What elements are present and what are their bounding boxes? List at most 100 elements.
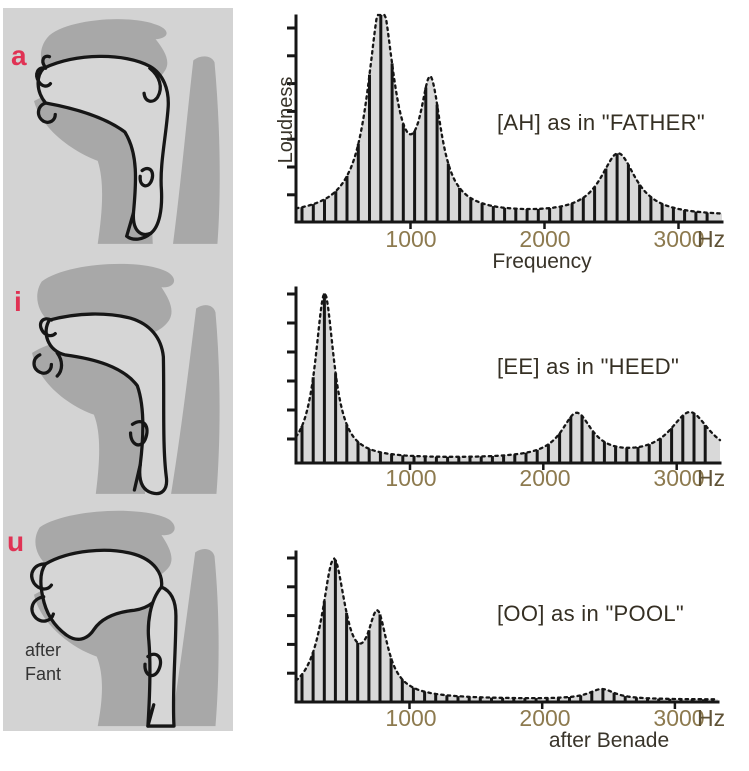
upper-lip-line [38, 317, 57, 338]
harmonic-bar [458, 187, 462, 222]
harmonic-bar [469, 198, 473, 222]
epiglottis-line [143, 652, 163, 678]
xtick-1000-oo: 1000 [385, 705, 437, 731]
xtick-2000-oo: 2000 [519, 705, 571, 731]
vowel-label-u: u [7, 526, 25, 557]
harmonic-bar [503, 207, 507, 222]
harmonic-bar [345, 612, 349, 702]
harmonic-bar [634, 697, 638, 702]
harmonic-bar [311, 377, 315, 463]
xtick-1000-ah: 1000 [385, 226, 437, 252]
harmonic-bar [683, 210, 687, 222]
harmonic-bar [401, 455, 405, 463]
harmonic-bar [401, 123, 405, 222]
harmonic-bar [601, 689, 605, 702]
xtick-3000-ee: 3000 [653, 465, 705, 491]
harmonic-bar [705, 212, 709, 222]
credit-line-1: after [25, 640, 62, 660]
harmonic-bar [649, 197, 653, 222]
harmonic-bar [300, 426, 304, 463]
harmonic-bar [378, 452, 382, 463]
harmonic-bar [623, 696, 627, 702]
larynx-line [146, 703, 156, 728]
harmonic-bar [658, 438, 662, 463]
harmonic-bar [514, 208, 518, 222]
harmonic-bar [356, 642, 360, 702]
harmonic-bar [435, 104, 439, 222]
harmonic-bar [569, 416, 573, 463]
harmonic-bar [615, 153, 619, 222]
harmonic-bar [378, 614, 382, 702]
harmonic-bar [457, 456, 461, 463]
harmonic-bar [423, 691, 427, 702]
harmonic-bar [636, 447, 640, 463]
xtick-2000-ee: 2000 [519, 465, 571, 491]
harmonic-bar [379, 15, 383, 222]
harmonic-bar [626, 164, 630, 222]
harmonic-bar [657, 698, 661, 702]
harmonic-bar [412, 456, 416, 463]
harmonic-bar [638, 184, 642, 222]
harmonic-bar [692, 413, 696, 463]
harmonic-bar [390, 454, 394, 463]
harmonic-bar [356, 144, 360, 222]
harmonic-bar [570, 203, 574, 222]
harmonic-bar [534, 698, 538, 702]
harmonic-bar [479, 456, 483, 463]
harmonic-bar [446, 163, 450, 222]
harmonic-bar [367, 630, 371, 702]
harmonic-bar [647, 444, 651, 463]
credit-fant: after Fant [25, 638, 61, 687]
pharynx-outline [146, 585, 178, 728]
harmonic-bar [456, 696, 460, 702]
harmonic-bar [523, 698, 527, 702]
harmonic-bar [559, 206, 563, 222]
harmonic-bar [525, 209, 529, 222]
harmonic-bar [545, 698, 549, 702]
vocal-tract-diagram-i [32, 263, 220, 496]
harmonic-bar [501, 697, 505, 702]
harmonic-bar [671, 207, 675, 222]
vocal-tract-diagram-a [34, 19, 220, 244]
harmonic-bar [593, 186, 597, 222]
x-axis-label-frequency: Frequency [492, 250, 592, 273]
harmonic-bar [300, 207, 304, 222]
harmonic-bar [411, 687, 415, 702]
harmonic-bar [660, 203, 664, 222]
harmonic-bar [581, 197, 585, 222]
harmonic-bar [602, 441, 606, 463]
xtick-3000-ah: 3000 [653, 226, 705, 252]
harmonic-bar [548, 208, 552, 222]
harmonic-bar [311, 204, 315, 222]
velum-line [142, 66, 162, 103]
vowel-label-i: i [14, 286, 22, 317]
spine-mass [173, 56, 220, 244]
spectrum-ah [287, 13, 724, 229]
harmonic-bar [703, 425, 707, 463]
xtick-3000-oo: 3000 [653, 705, 705, 731]
envelope-curve [294, 13, 724, 215]
harmonic-bar [423, 456, 427, 463]
axes [294, 550, 720, 704]
front-cavity-outline [39, 548, 164, 641]
harmonic-bar [467, 696, 471, 702]
harmonic-bar [446, 456, 450, 463]
vocal-tract-panel [3, 8, 233, 731]
epiglottis-line [138, 166, 155, 188]
harmonic-bar [612, 692, 616, 702]
harmonic-bar [300, 674, 304, 702]
harmonic-bar [670, 428, 674, 463]
harmonic-bar [389, 658, 393, 702]
harmonic-bar [311, 652, 315, 702]
harmonic-bar [334, 373, 338, 463]
harmonic-bar [568, 697, 571, 702]
harmonic-bar [614, 446, 618, 463]
harmonic-bar [694, 211, 698, 222]
x-unit-ah: Hz [697, 226, 726, 252]
y-axis-label-loudness: Loudness [275, 76, 297, 164]
harmonic-bar [513, 454, 517, 463]
harmonic-bar [591, 431, 595, 463]
xtick-2000-ah: 2000 [519, 226, 571, 252]
